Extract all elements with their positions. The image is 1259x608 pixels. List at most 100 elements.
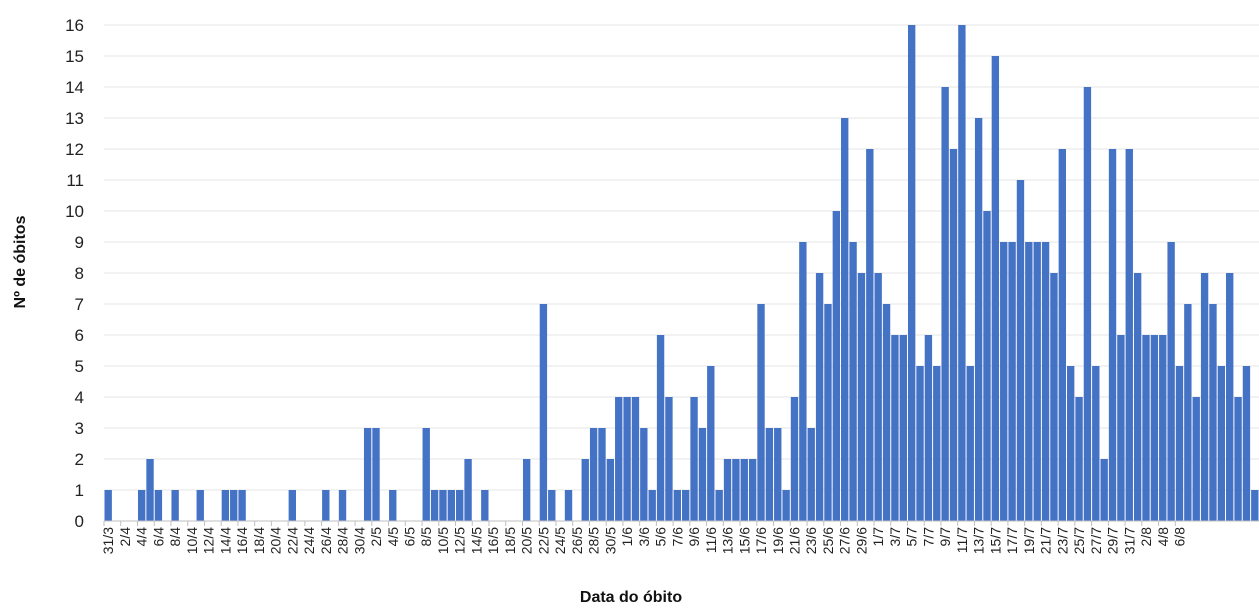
y-tick-label: 4 <box>75 388 84 407</box>
x-tick-label: 20/5 <box>519 527 535 554</box>
bar <box>230 490 238 521</box>
x-tick-label: 11/6 <box>703 527 719 553</box>
bar <box>1192 397 1200 521</box>
x-tick-label: 9/6 <box>686 527 702 547</box>
x-tick-label: 6/5 <box>401 527 417 547</box>
bar <box>615 397 623 521</box>
bar <box>832 211 841 521</box>
x-tick-label: 7/6 <box>669 527 685 547</box>
x-tick-label: 31/3 <box>100 527 116 554</box>
bar <box>765 428 774 521</box>
bar <box>899 335 907 521</box>
bar <box>1083 87 1092 521</box>
x-tick-label: 15/7 <box>987 527 1003 554</box>
bar <box>1050 273 1058 521</box>
y-tick-label: 8 <box>75 264 84 283</box>
bar <box>1159 335 1167 521</box>
bar <box>1184 304 1192 521</box>
x-tick-label: 19/7 <box>1021 527 1037 554</box>
bar <box>1075 397 1083 521</box>
bar <box>1175 366 1184 521</box>
bar <box>799 242 807 521</box>
y-tick-label: 0 <box>75 512 84 531</box>
bar <box>1108 149 1117 521</box>
x-tick-label: 16/4 <box>234 527 250 554</box>
x-tick-label: 25/6 <box>820 527 836 554</box>
bar <box>104 490 112 521</box>
x-tick-label: 18/4 <box>251 527 267 554</box>
bar <box>146 459 154 521</box>
x-tick-label: 2/4 <box>117 527 133 547</box>
bar <box>137 490 146 521</box>
y-tick-label: 2 <box>75 450 84 469</box>
bar <box>1025 242 1033 521</box>
bar <box>430 490 439 521</box>
x-tick-label: 23/6 <box>803 527 819 554</box>
bar <box>1058 149 1066 521</box>
x-tick-label: 4/4 <box>134 527 150 547</box>
x-tick-label: 14/5 <box>468 527 484 554</box>
bar <box>581 459 589 521</box>
bar <box>539 304 548 521</box>
x-tick-label: 6/4 <box>150 527 166 547</box>
x-tick-label: 30/4 <box>351 527 367 554</box>
bar <box>991 56 1000 521</box>
bar <box>456 490 464 521</box>
bar <box>924 335 933 521</box>
x-tick-label: 21/7 <box>1038 527 1054 554</box>
bar <box>447 490 456 521</box>
bar <box>824 304 832 521</box>
bar <box>949 149 958 521</box>
bar <box>439 490 447 521</box>
bar <box>966 366 974 521</box>
bar <box>698 428 707 521</box>
bar <box>849 242 857 521</box>
bar <box>1217 366 1226 521</box>
bar <box>1200 273 1209 521</box>
bar <box>1125 149 1133 521</box>
x-tick-label: 30/5 <box>602 527 618 554</box>
bar <box>1041 242 1050 521</box>
x-tick-label: 8/5 <box>418 527 434 547</box>
bar <box>1242 366 1251 521</box>
y-tick-label: 10 <box>65 202 84 221</box>
x-tick-label: 19/6 <box>770 527 786 554</box>
bar <box>1117 335 1125 521</box>
y-tick-label: 14 <box>65 78 84 97</box>
x-tick-label: 13/6 <box>720 527 736 554</box>
bar <box>1150 335 1159 521</box>
bar <box>640 428 648 521</box>
x-tick-label: 9/7 <box>937 527 953 547</box>
bar <box>548 490 556 521</box>
bar <box>1000 242 1008 521</box>
x-tick-label: 27/7 <box>1088 527 1104 554</box>
bar <box>631 397 640 521</box>
x-tick-label: 22/5 <box>535 527 551 554</box>
x-tick-label: 10/5 <box>435 527 451 554</box>
y-tick-label: 3 <box>75 419 84 438</box>
y-tick-label: 9 <box>75 233 84 252</box>
x-tick-label: 10/4 <box>184 527 200 554</box>
bar <box>757 304 765 521</box>
bar <box>564 490 573 521</box>
x-tick-label: 23/7 <box>1054 527 1070 554</box>
x-tick-label: 3/6 <box>636 527 652 547</box>
bar <box>1167 242 1175 521</box>
bar <box>656 335 665 521</box>
x-tick-label: 2/5 <box>368 527 384 547</box>
bar <box>288 490 296 521</box>
bar <box>690 397 698 521</box>
bar <box>363 428 372 521</box>
x-tick-label: 15/6 <box>736 527 752 554</box>
x-tick-label: 26/5 <box>569 527 585 554</box>
x-tick-label: 12/4 <box>201 527 217 554</box>
bar <box>1226 273 1234 521</box>
bar <box>732 459 740 521</box>
x-tick-label: 28/4 <box>335 527 351 554</box>
x-tick-label: 20/4 <box>268 527 284 554</box>
bar <box>874 273 882 521</box>
y-tick-label: 11 <box>66 171 84 190</box>
bar <box>748 459 757 521</box>
